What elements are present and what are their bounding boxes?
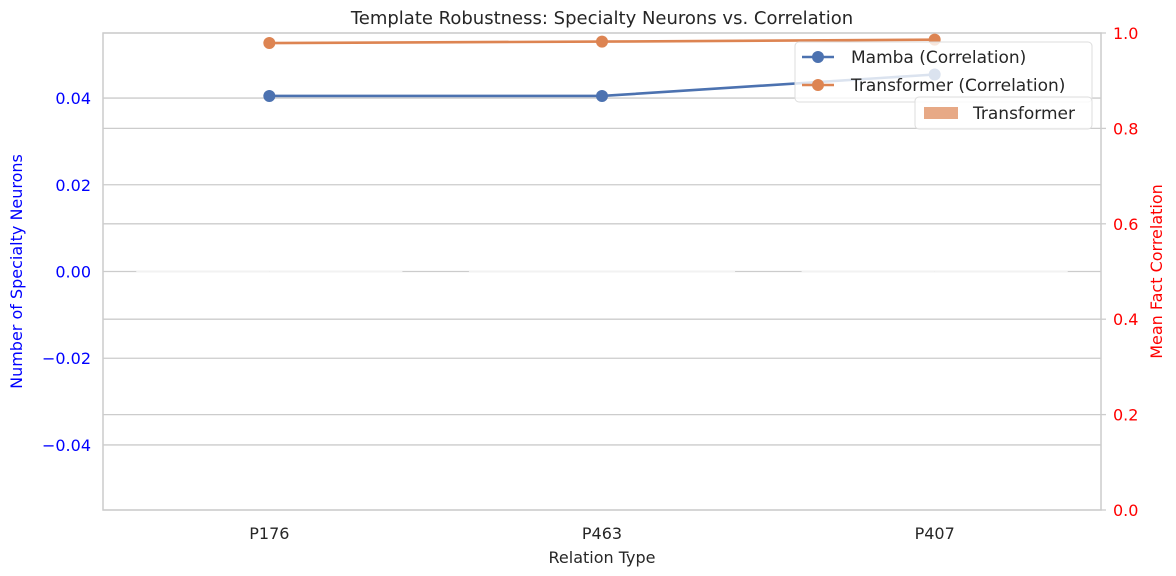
left-tick-label: 0.00 [55,263,91,282]
left-y-axis-label: Number of Specialty Neurons [7,154,26,389]
x-axis-label: Relation Type [549,548,656,567]
legend-marker-transformer-correlation [812,79,824,91]
legend-box-bars [914,96,1093,130]
left-tick-label: −0.04 [42,436,91,455]
right-tick-label: 0.2 [1113,406,1138,425]
right-tick-label: 0.8 [1113,119,1138,138]
right-y-axis-label: Mean Fact Correlation [1147,184,1166,359]
legend-label-transformer-correlation: Transformer (Correlation) [850,76,1065,96]
right-tick-label: 0.4 [1113,310,1138,329]
x-tick-label: P407 [915,524,955,543]
bar-transformer-p463 [602,270,736,273]
legend-swatch-transformer [924,107,958,119]
right-axis-ticks: 0.0 0.2 0.4 0.6 0.8 1.0 [1101,24,1138,520]
bar-mamba-p463 [468,270,602,273]
x-tick-label: P463 [582,524,622,543]
legend-label-mamba-correlation: Mamba (Correlation) [851,48,1026,68]
plot-frame [102,32,1102,511]
bar-mamba-p176 [136,270,270,273]
bar-series [136,270,1068,273]
bar-mamba-p407 [801,270,935,273]
legend: Mamba (Correlation) Transformer (Correlat… [794,41,1093,130]
point-transformer-correlation-p176 [263,37,276,50]
right-tick-label: 0.0 [1113,501,1138,520]
chart-title: Template Robustness: Specialty Neurons v… [350,8,853,29]
point-mamba-correlation-p176 [263,89,276,102]
left-tick-label: −0.02 [42,349,91,368]
right-tick-label: 0.6 [1113,215,1138,234]
right-tick-label: 1.0 [1113,24,1138,43]
left-tick-label: 0.02 [55,176,91,195]
legend-label-transformer: Transformer [972,104,1075,124]
x-axis-ticks: P176 P463 P407 [249,524,955,543]
bar-transformer-p407 [934,270,1068,273]
left-axis-ticks: −0.04 −0.02 0.00 0.02 0.04 [42,89,91,455]
point-transformer-correlation-p463 [596,35,608,48]
bar-transformer-p176 [269,270,403,273]
left-tick-label: 0.04 [55,89,91,108]
legend-marker-mamba-correlation [812,51,824,63]
point-mamba-correlation-p463 [596,89,608,102]
x-tick-label: P176 [249,524,289,543]
